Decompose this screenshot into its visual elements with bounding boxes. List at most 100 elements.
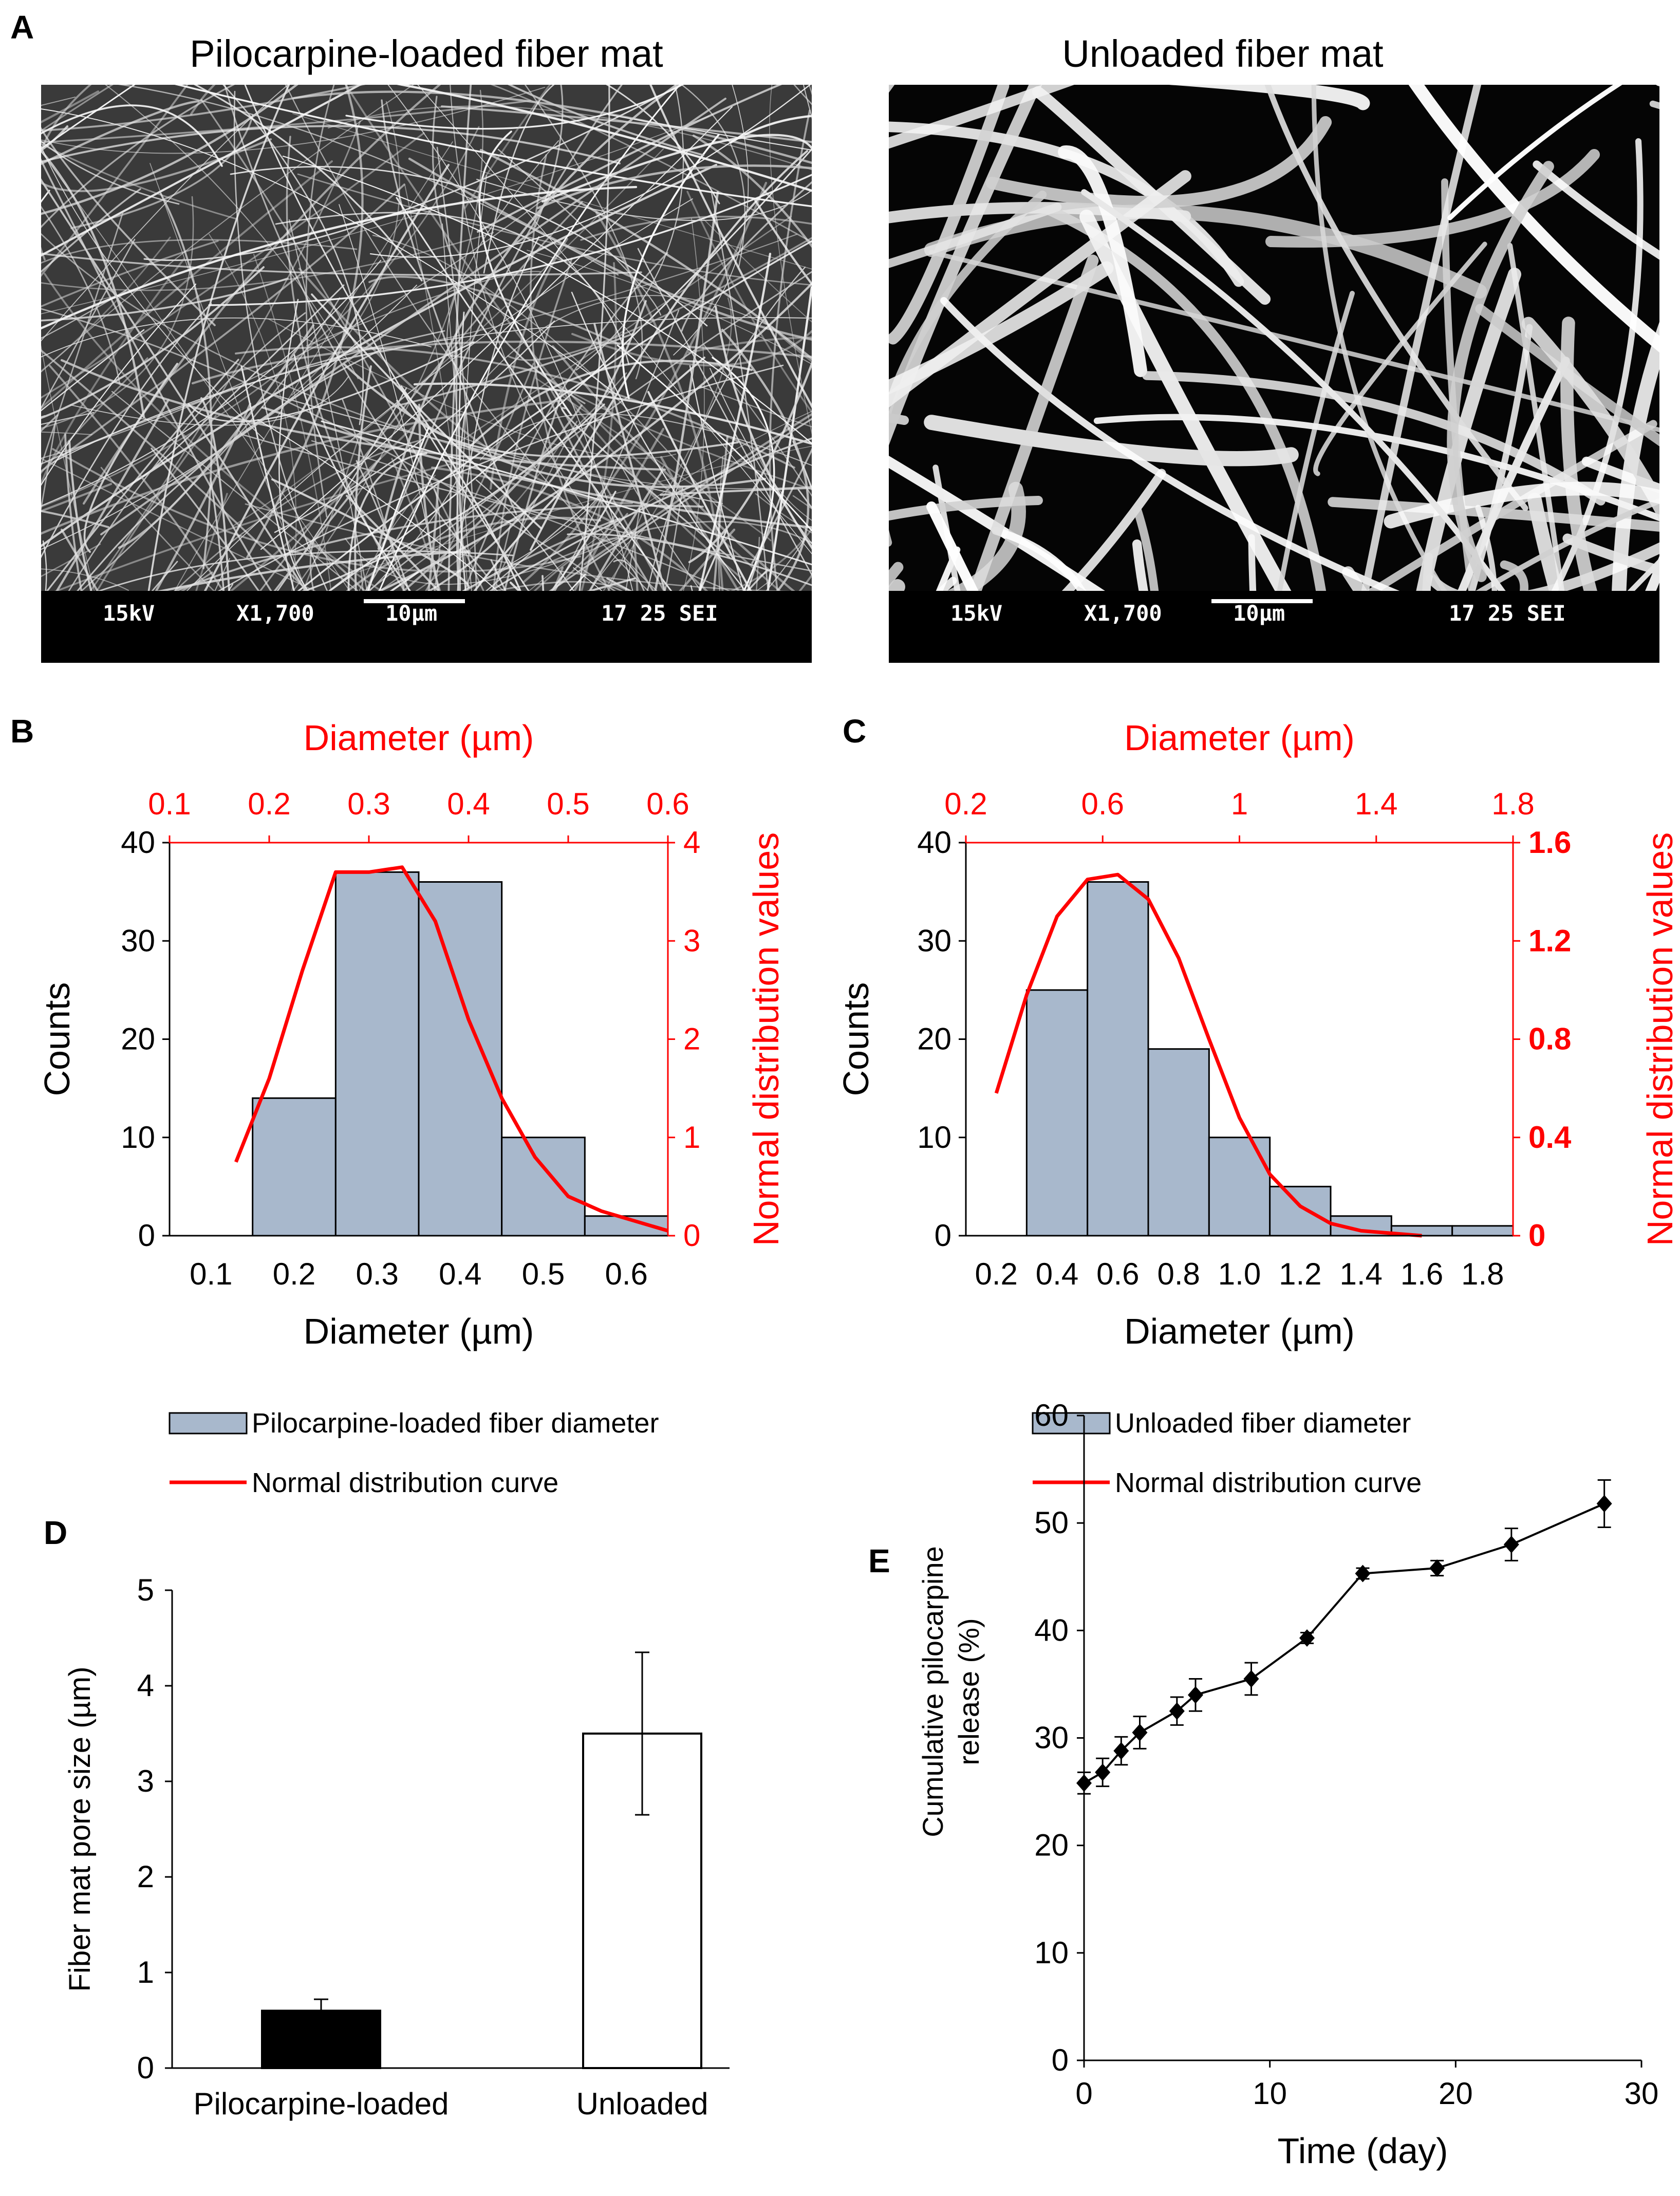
pore-y-tick-label: 3 [137,1764,154,1798]
sem-loaded-fiber [0,462,6,772]
sem-loaded-fiber [607,114,812,151]
release-point [1132,1724,1148,1742]
release-line [1083,1502,1605,1784]
hist-c-y2-tick-label: 1.2 [1528,923,1571,958]
hist-c-x-tick-label: 1.6 [1401,1257,1443,1291]
sem-unloaded-fiber [942,678,1388,1349]
sem-loaded-fiber [528,411,812,591]
sem-loaded-fiber [548,418,812,591]
sem-loaded-fiber [105,85,359,379]
sem-loaded-fiber [571,329,812,367]
sem-loaded-fiber [253,253,332,591]
sem-loaded-fiber [41,100,200,165]
hist-c-x-tick-label: 1.8 [1461,1257,1504,1291]
sem-loaded-fiber [603,297,732,591]
hist-c-x2-tick-label: 0.6 [1081,787,1124,821]
sem-loaded-fiber [425,363,534,591]
sem-unloaded-fiber [1167,641,1426,793]
sem-loaded-fiber [427,300,647,591]
sem-unloaded-fiber [1133,506,1159,591]
sem-loaded-fiber [41,143,237,220]
sem-loaded-fiber [771,326,812,363]
sem-loaded-fiber [649,85,812,408]
pore-y-label: Fiber mat pore size (µm) [63,1667,97,1992]
sem-loaded-fiber [160,193,213,569]
chart-c: 0 10 20 30 40 0 0.4 0.8 1.2 1.6 0.2 0.4 0.6 0.8 1.0 1.2… [836,718,1680,1498]
release-point [1429,1559,1445,1577]
sem-loaded-fiber [712,357,775,591]
hist-c-y-tick-label: 0 [935,1218,951,1253]
sem-loaded-fiber [746,491,783,591]
panel-label-d: D [44,1514,67,1551]
sem-loaded-fiber [703,344,812,497]
sem-loaded-fiber [475,295,767,390]
release-x-tick-label: 0 [1075,2076,1092,2111]
sem-loaded-fiber [268,319,676,459]
sem-loaded-fiber [483,660,674,904]
sem-voltage-loaded: 15kV [103,601,155,626]
sem-loaded-fiber [297,173,812,286]
sem-loaded-fiber [562,582,863,1257]
hist-c-x2-tick-label: 1 [1231,787,1248,821]
sem-loaded-fiber [529,684,689,1021]
sem-loaded-fiber [41,85,298,215]
sem-loaded-fiber [41,100,531,143]
sem-loaded-fiber [41,259,382,507]
hist-c-legend-label-bars: Unloaded fiber diameter [1115,1408,1411,1439]
sem-loaded-fiber [291,101,400,396]
sem-loaded-fiber [751,448,812,564]
sem-loaded-fiber [47,639,121,1253]
sem-loaded-fiber [359,475,436,591]
sem-loaded-fiber [507,85,704,156]
sem-loaded-fiber [483,85,555,274]
sem-unloaded-fiber [1061,469,1166,591]
sem-loaded-fiber [369,466,465,591]
hist-b-bar [334,871,420,1237]
release-point [1113,1742,1129,1760]
hist-c-x-tick-label: 0.8 [1157,1257,1200,1291]
hist-c-x2-label: Diameter (µm) [1124,718,1355,758]
hist-b-y-tick-label: 30 [121,923,155,958]
panel-label-a: A [10,9,34,46]
sem-loaded-fiber [41,415,45,418]
hist-c-x-label: Diameter (µm) [1124,1311,1355,1351]
sem-loaded-fiber [433,488,441,591]
sem-unloaded-fiber [889,170,1191,408]
sem-loaded-fiber [492,581,623,591]
sem-loaded-fiber [41,206,121,385]
hist-c-y2-label: Normal distribution values [1640,832,1680,1246]
sem-unloaded-fiber [1562,533,1659,576]
release-point [1596,1495,1612,1513]
panel-label-e: E [868,1542,890,1579]
sem-loaded-fiber [755,493,812,534]
sem-loaded-fiber [0,594,6,1115]
hist-b-bar [418,881,503,1237]
release-y-label-line-2: release (%) [953,1618,985,1765]
sem-loaded-fiber [345,85,684,130]
sem-loaded-fiber [450,85,658,591]
sem-loaded-fiber [441,105,812,143]
hist-c-y2-tick-label: 0.4 [1528,1120,1572,1155]
hist-c-x2-tick-label: 0.2 [944,787,987,821]
sem-loaded-fiber [54,458,471,591]
hist-c-y2-tick-label: 1.6 [1528,825,1571,860]
sem-loaded-fiber [41,329,145,412]
sem-loaded-fiber [477,85,782,233]
sem-loaded-fiber [41,132,425,399]
sem-loaded-fiber [46,359,239,591]
sem-loaded-fiber [0,228,33,954]
sem-loaded-fiber [533,537,623,591]
release-x-tick-label: 30 [1625,2076,1659,2111]
sem-loaded-fiber [41,349,309,591]
sem-loaded-fiber [690,585,693,591]
sem-loaded-fiber [567,533,812,586]
sem-loaded-fiber [391,458,441,591]
sem-loaded-fiber [200,99,484,591]
sem-loaded-fiber [367,271,812,591]
sem-loaded-fiber [232,148,664,527]
sem-unloaded-fiber [1476,498,1659,591]
release-x-tick-label: 10 [1253,2076,1287,2111]
sem-loaded-fiber [41,252,642,276]
sem-title-unloaded: Unloaded fiber mat [1062,32,1384,75]
hist-c-bar [1269,1185,1332,1237]
